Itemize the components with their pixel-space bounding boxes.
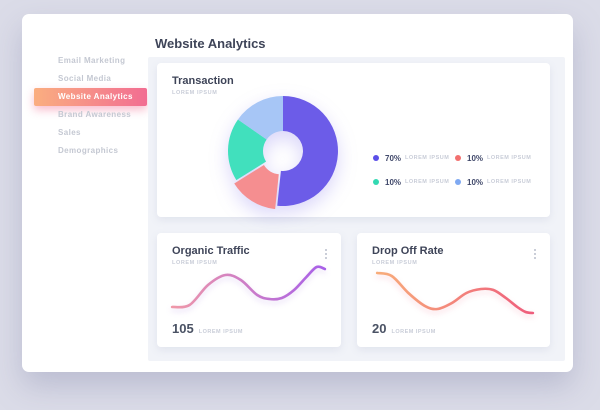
sidebar-item-website-analytics[interactable]: Website Analytics (34, 88, 147, 106)
kebab-menu-icon[interactable] (532, 247, 538, 261)
legend-label: LOREM IPSUM (405, 179, 450, 185)
organic-value-row: 105 LOREM IPSUM (172, 321, 243, 336)
drop-value-row: 20 LOREM IPSUM (372, 321, 436, 336)
legend-item: 10% LOREM IPSUM (373, 177, 455, 187)
legend-percent: 10% (467, 177, 484, 187)
legend-percent: 10% (385, 177, 402, 187)
drop-card-subtitle: LOREM IPSUM (372, 260, 418, 266)
organic-traffic-card: Organic Traffic LOREM IPSUM 105 LOREM IP… (157, 233, 341, 347)
drop-value-label: LOREM IPSUM (391, 329, 436, 335)
donut-legend: 70% LOREM IPSUM 10% LOREM IPSUM 10% LOREM IPS… (373, 153, 531, 187)
sidebar: Email Marketing Social Media Website Ana… (22, 52, 148, 160)
drop-off-rate-line-chart (375, 271, 535, 315)
legend-item: 10% LOREM IPSUM (455, 177, 531, 187)
transaction-card-header: Transaction LOREM IPSUM (172, 75, 234, 96)
legend-item: 70% LOREM IPSUM (373, 153, 455, 163)
page-title: Website Analytics (155, 36, 266, 51)
legend-label: LOREM IPSUM (487, 179, 532, 185)
organic-value-label: LOREM IPSUM (198, 329, 244, 335)
drop-off-rate-card: Drop Off Rate LOREM IPSUM 20 LOREM IPSUM (357, 233, 550, 347)
organic-traffic-line-chart (170, 265, 327, 309)
donut-segment (234, 164, 279, 209)
legend-item: 10% LOREM IPSUM (455, 153, 531, 163)
donut-segment (228, 119, 267, 181)
legend-dot-icon (373, 155, 379, 161)
sidebar-item-demographics[interactable]: Demographics (58, 146, 119, 155)
legend-percent: 70% (385, 153, 402, 163)
sidebar-item-email-marketing[interactable]: Email Marketing (58, 56, 126, 65)
organic-value: 105 (172, 321, 194, 336)
drop-card-title: Drop Off Rate (372, 245, 444, 257)
legend-dot-icon (455, 155, 461, 161)
donut-segment (237, 96, 283, 140)
content-panel: Transaction LOREM IPSUM 70% LOREM IPSUM 10… (148, 57, 565, 361)
legend-dot-icon (373, 179, 379, 185)
organic-card-header: Organic Traffic LOREM IPSUM (172, 245, 250, 266)
transaction-donut-chart (228, 96, 338, 209)
transaction-card: Transaction LOREM IPSUM 70% LOREM IPSUM 10… (157, 63, 550, 217)
sidebar-item-social-media[interactable]: Social Media (58, 74, 112, 83)
drop-card-header: Drop Off Rate LOREM IPSUM (372, 245, 444, 266)
legend-dot-icon (455, 179, 461, 185)
kebab-menu-icon[interactable] (323, 247, 329, 261)
transaction-card-subtitle: LOREM IPSUM (172, 90, 218, 96)
drop-value: 20 (372, 321, 387, 336)
trend-line (170, 265, 327, 309)
dashboard-window: Email Marketing Social Media Website Ana… (22, 14, 573, 372)
donut-segment (277, 96, 338, 206)
transaction-card-title: Transaction (172, 75, 234, 87)
legend-percent: 10% (467, 153, 484, 163)
legend-label: LOREM IPSUM (405, 155, 450, 161)
organic-card-subtitle: LOREM IPSUM (172, 260, 218, 266)
trend-line (375, 271, 535, 315)
legend-label: LOREM IPSUM (487, 155, 532, 161)
sidebar-item-sales[interactable]: Sales (58, 128, 81, 137)
organic-card-title: Organic Traffic (172, 245, 250, 257)
sidebar-item-brand-awareness[interactable]: Brand Awareness (58, 110, 132, 119)
